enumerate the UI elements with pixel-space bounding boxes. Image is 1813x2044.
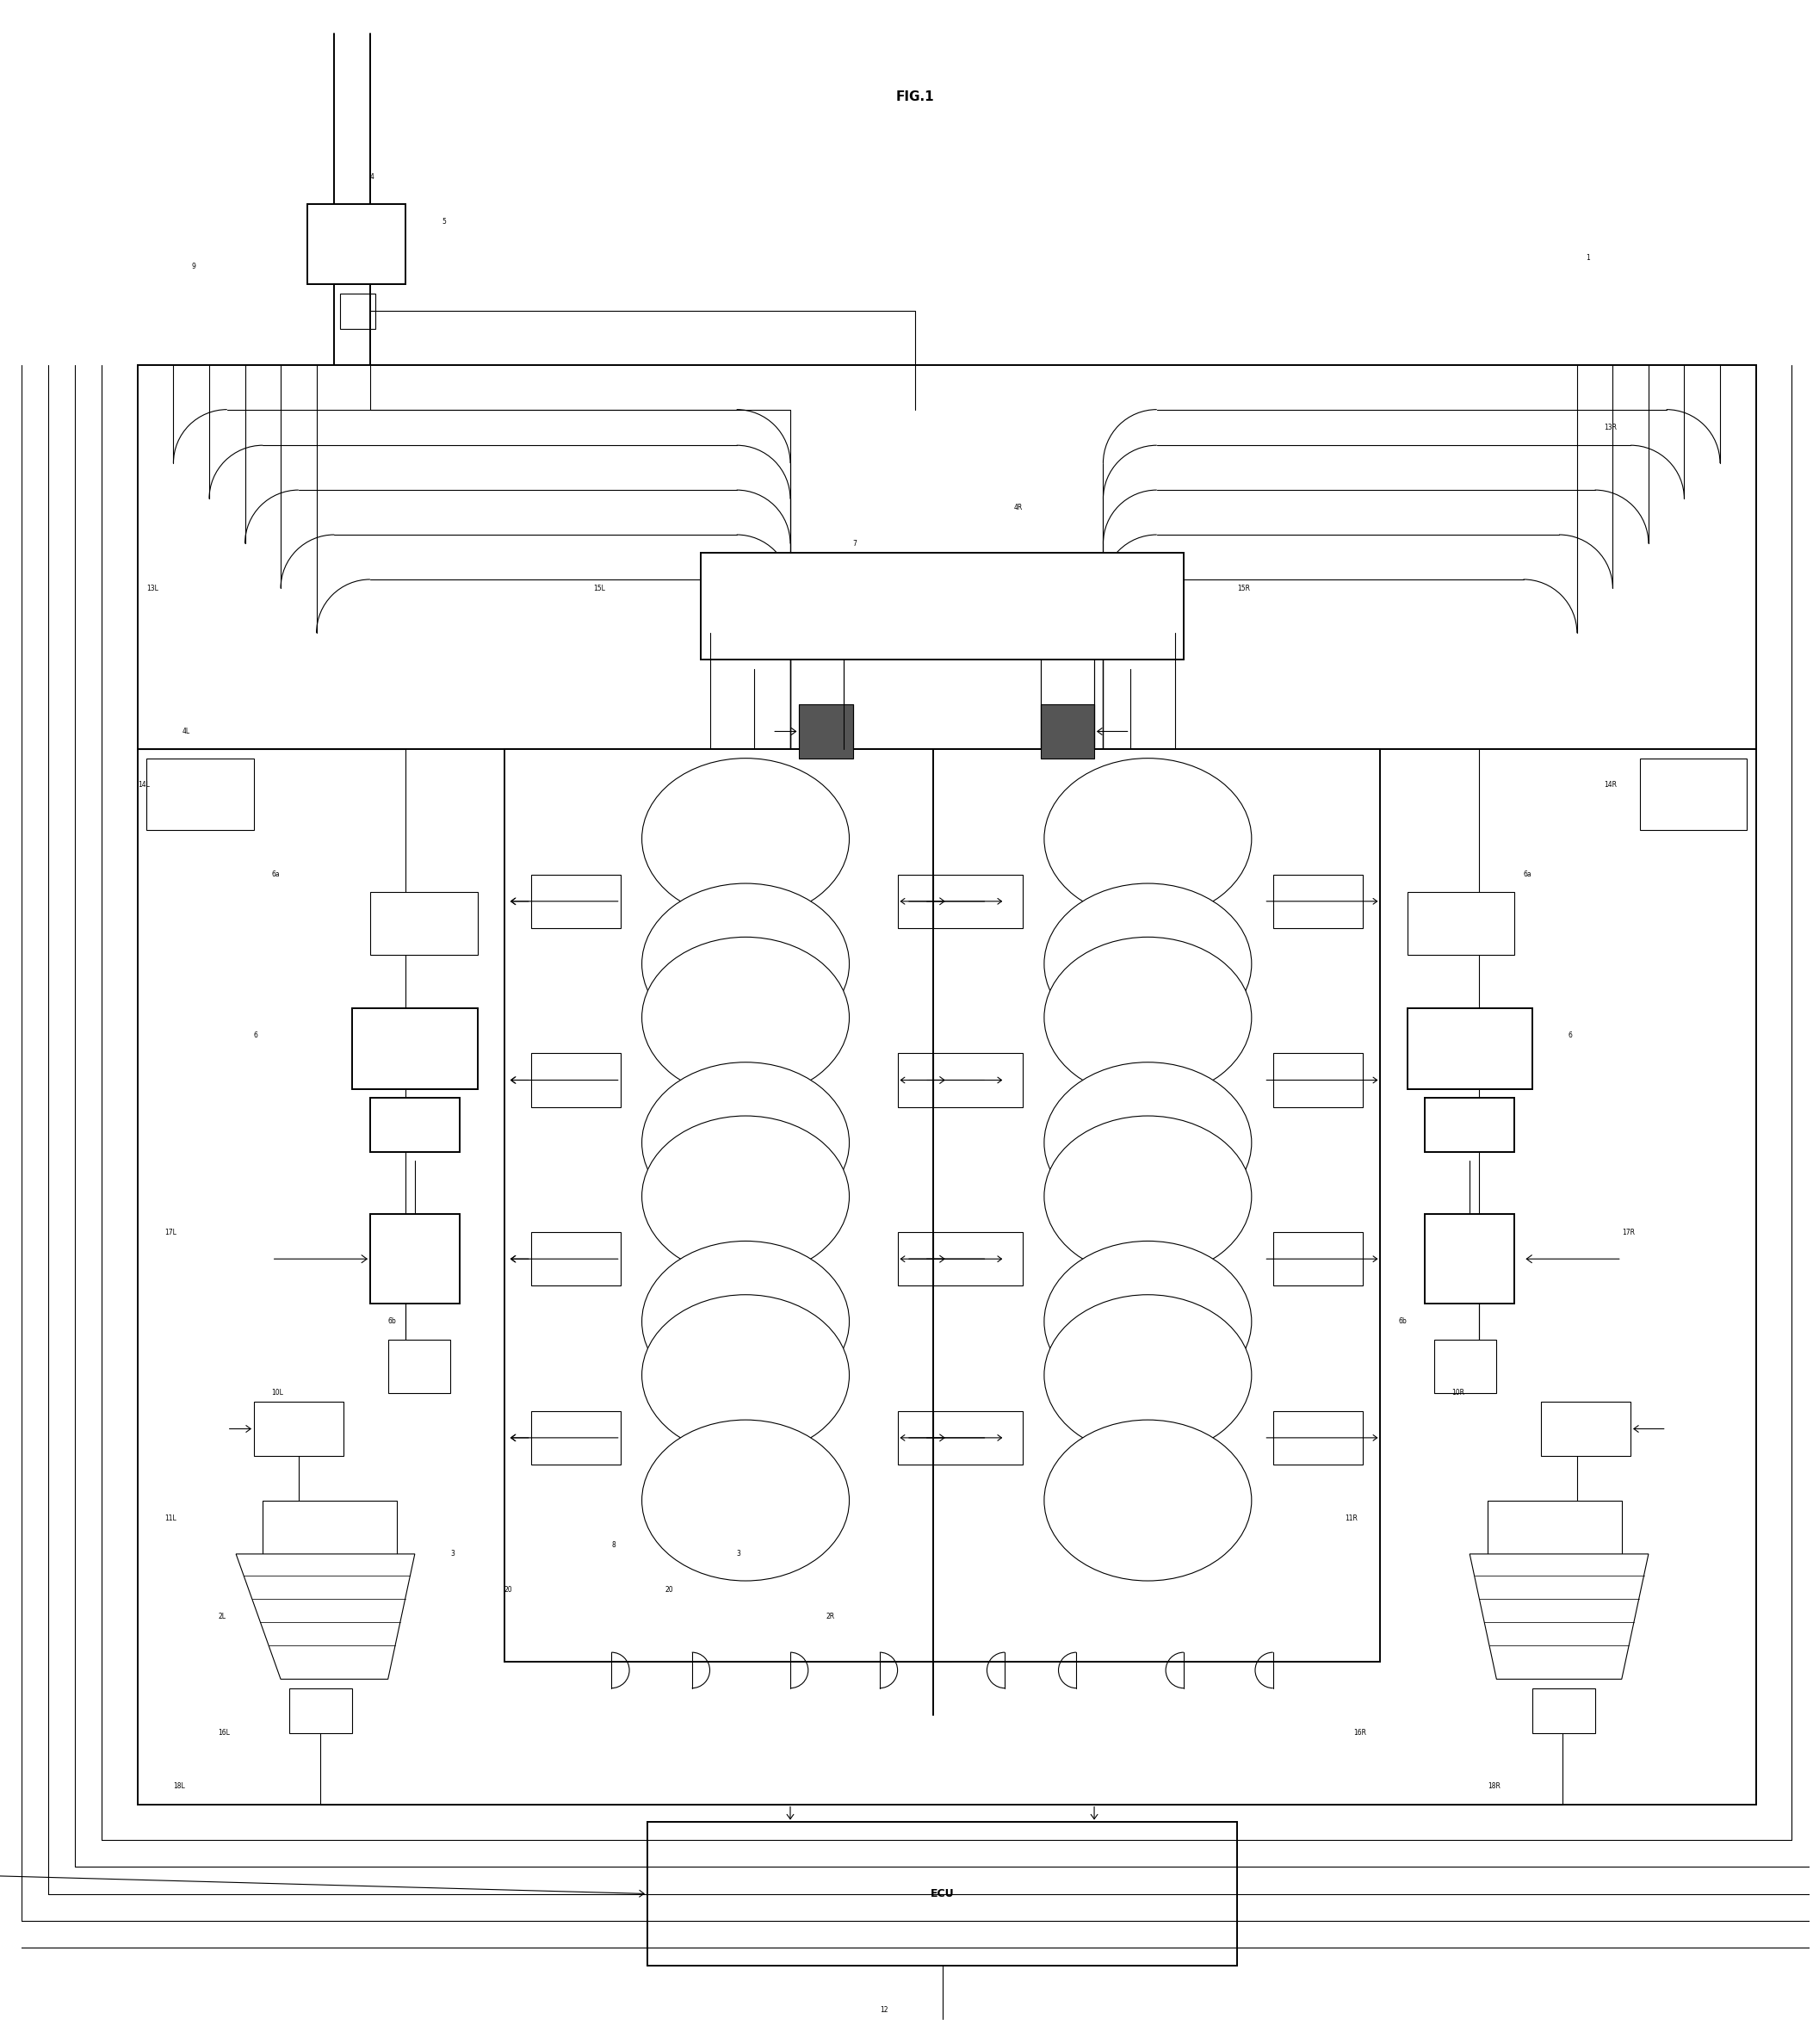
Bar bbox=[897, 1053, 986, 1108]
Text: 2R: 2R bbox=[827, 1613, 834, 1621]
Text: 18L: 18L bbox=[174, 1782, 185, 1791]
Bar bbox=[504, 750, 952, 1662]
Ellipse shape bbox=[642, 936, 848, 1098]
Bar bbox=[370, 1098, 459, 1151]
Text: 20: 20 bbox=[665, 1586, 673, 1594]
Bar bbox=[308, 204, 406, 284]
Text: 1: 1 bbox=[1586, 253, 1590, 262]
Bar bbox=[531, 1233, 620, 1286]
Bar bbox=[1434, 1339, 1496, 1394]
Ellipse shape bbox=[1044, 883, 1251, 1044]
Bar bbox=[1273, 1053, 1362, 1108]
Bar bbox=[1273, 875, 1362, 928]
Ellipse shape bbox=[642, 1116, 848, 1278]
Text: 13L: 13L bbox=[147, 585, 158, 593]
Bar bbox=[934, 1053, 1023, 1108]
Bar bbox=[934, 875, 1023, 928]
Text: 4R: 4R bbox=[1013, 505, 1023, 511]
Bar bbox=[702, 552, 1184, 660]
Text: 13R: 13R bbox=[1605, 423, 1617, 431]
Ellipse shape bbox=[642, 1241, 848, 1402]
Ellipse shape bbox=[1044, 936, 1251, 1098]
Bar bbox=[290, 1688, 352, 1733]
Text: 3: 3 bbox=[736, 1549, 742, 1558]
Bar bbox=[1041, 705, 1095, 758]
Polygon shape bbox=[1470, 1553, 1648, 1680]
Bar bbox=[934, 1410, 1023, 1466]
Text: 2L: 2L bbox=[218, 1613, 227, 1621]
Text: 10L: 10L bbox=[272, 1390, 283, 1396]
Bar bbox=[800, 705, 852, 758]
Text: 6: 6 bbox=[1568, 1032, 1572, 1038]
Ellipse shape bbox=[1044, 1241, 1251, 1402]
Ellipse shape bbox=[1044, 1421, 1251, 1580]
Ellipse shape bbox=[1044, 758, 1251, 920]
Ellipse shape bbox=[642, 883, 848, 1044]
Polygon shape bbox=[236, 1553, 415, 1680]
Bar bbox=[531, 1410, 620, 1466]
Bar bbox=[370, 893, 477, 955]
Text: 6a: 6a bbox=[1523, 871, 1532, 879]
Ellipse shape bbox=[1044, 1116, 1251, 1278]
Bar bbox=[138, 364, 1755, 1805]
Bar bbox=[934, 1233, 1023, 1286]
Text: 7: 7 bbox=[852, 540, 858, 548]
Ellipse shape bbox=[642, 758, 848, 920]
Text: 16L: 16L bbox=[218, 1729, 230, 1737]
Bar bbox=[147, 758, 254, 830]
Bar bbox=[531, 875, 620, 928]
Bar bbox=[1425, 1098, 1514, 1151]
Bar bbox=[934, 750, 1380, 1662]
Text: 8: 8 bbox=[611, 1541, 616, 1549]
Bar bbox=[388, 1339, 451, 1394]
Text: 15L: 15L bbox=[593, 585, 606, 593]
Text: 6b: 6b bbox=[388, 1318, 397, 1325]
Text: 12: 12 bbox=[879, 2005, 888, 2013]
Text: 15R: 15R bbox=[1236, 585, 1251, 593]
Bar bbox=[897, 1410, 986, 1466]
Bar bbox=[339, 292, 375, 329]
Text: 16R: 16R bbox=[1354, 1729, 1367, 1737]
Text: 11R: 11R bbox=[1345, 1515, 1358, 1523]
Bar bbox=[1639, 758, 1748, 830]
Ellipse shape bbox=[1044, 1294, 1251, 1455]
Text: 14L: 14L bbox=[138, 781, 150, 789]
Bar bbox=[1273, 1410, 1362, 1466]
Text: 17L: 17L bbox=[165, 1228, 176, 1237]
Text: 9: 9 bbox=[192, 262, 196, 270]
Bar bbox=[1273, 1233, 1362, 1286]
Bar bbox=[647, 1823, 1236, 1964]
Text: 6: 6 bbox=[254, 1032, 257, 1038]
Text: 18R: 18R bbox=[1488, 1782, 1501, 1791]
Text: 20: 20 bbox=[504, 1586, 513, 1594]
Bar bbox=[370, 1214, 459, 1304]
Ellipse shape bbox=[1044, 1063, 1251, 1222]
Bar bbox=[352, 1008, 477, 1089]
Ellipse shape bbox=[642, 1421, 848, 1580]
Text: 4L: 4L bbox=[183, 728, 190, 736]
Bar bbox=[531, 1053, 620, 1108]
Ellipse shape bbox=[642, 1294, 848, 1455]
Ellipse shape bbox=[642, 1063, 848, 1222]
Text: 14R: 14R bbox=[1605, 781, 1617, 789]
Text: ECU: ECU bbox=[930, 1889, 954, 1899]
Text: 6a: 6a bbox=[272, 871, 279, 879]
Text: FIG.1: FIG.1 bbox=[896, 90, 936, 102]
Text: 6b: 6b bbox=[1398, 1318, 1407, 1325]
Bar bbox=[254, 1402, 343, 1455]
Text: 5: 5 bbox=[442, 219, 446, 225]
Bar bbox=[1407, 893, 1514, 955]
Bar bbox=[1425, 1214, 1514, 1304]
Bar bbox=[897, 875, 986, 928]
Text: 17R: 17R bbox=[1621, 1228, 1635, 1237]
Text: 3: 3 bbox=[451, 1549, 455, 1558]
Bar bbox=[1532, 1688, 1595, 1733]
Bar bbox=[1407, 1008, 1532, 1089]
Bar bbox=[1541, 1402, 1630, 1455]
Text: 11L: 11L bbox=[165, 1515, 176, 1523]
Text: 10R: 10R bbox=[1452, 1390, 1465, 1396]
Text: 4: 4 bbox=[370, 174, 373, 182]
Bar bbox=[897, 1233, 986, 1286]
